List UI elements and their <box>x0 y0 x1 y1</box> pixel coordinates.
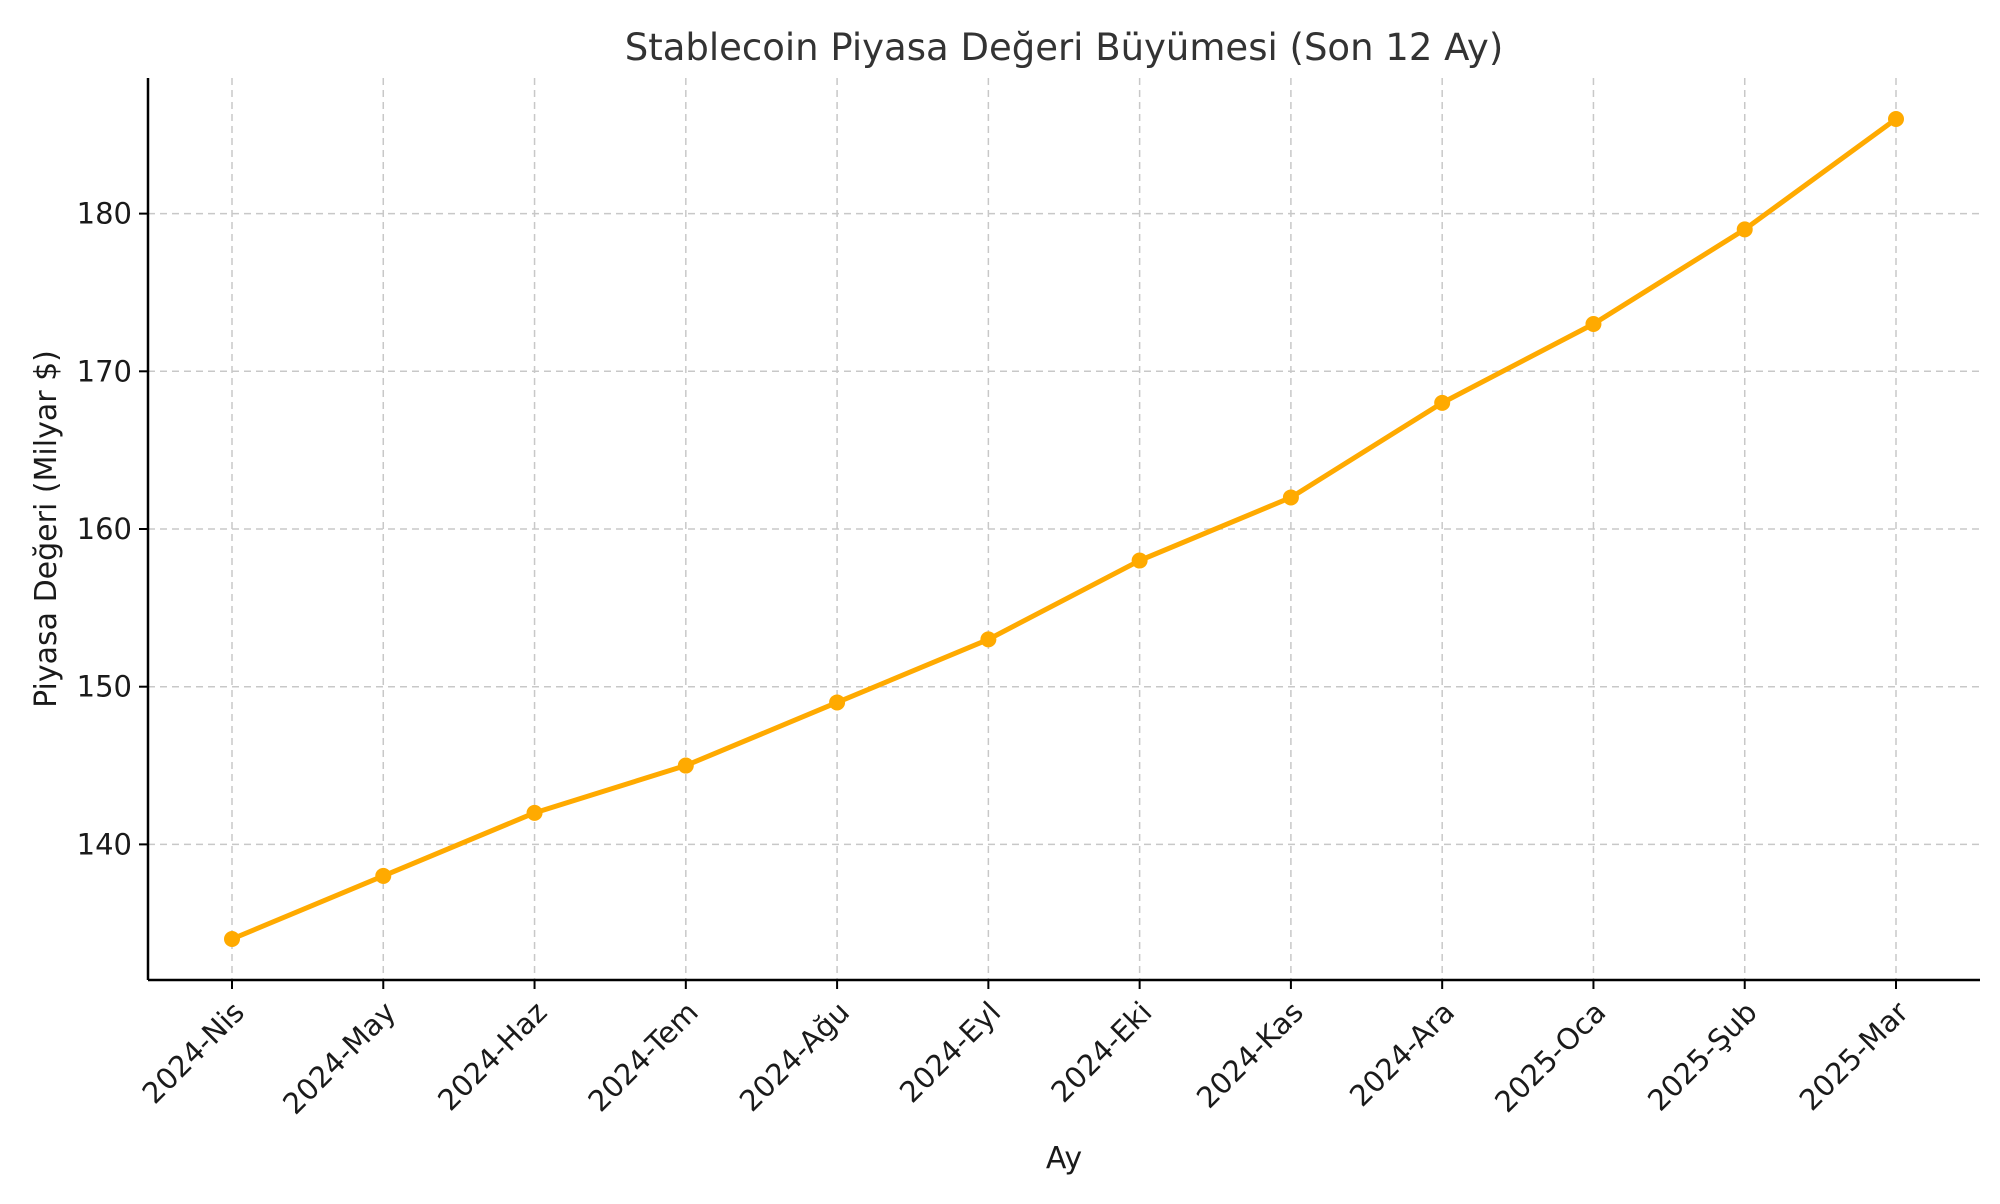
data-point <box>1131 552 1148 569</box>
x-tick-label: 2024-Tem <box>581 995 704 1118</box>
x-tick-label: 2024-Kas <box>1190 995 1310 1115</box>
data-point <box>1888 111 1904 127</box>
x-tick-label: 2025-Mar <box>1793 995 1915 1117</box>
data-point <box>375 867 392 884</box>
x-tick-label: 2024-Ara <box>1343 995 1461 1113</box>
grid <box>148 78 1980 980</box>
data-point <box>1434 394 1451 411</box>
data-point <box>1585 316 1602 332</box>
x-axis-label: Ay <box>1046 1141 1082 1176</box>
series-line <box>229 116 1899 942</box>
y-axis-label: Piyasa Değeri (Milyar $) <box>29 350 64 708</box>
data-point <box>980 631 997 648</box>
y-ticks: 140 150 160 170 180 <box>77 197 148 861</box>
x-tick-label: 2025-Oca <box>1488 995 1612 1119</box>
x-ticks: 2024-Nis 2024-May 2024-Haz 2024-Tem 2024-Ağu… <box>136 980 1915 1121</box>
data-point <box>829 694 846 711</box>
x-tick-label: 2024-Eki <box>1044 995 1158 1109</box>
y-tick-label: 150 <box>77 670 132 704</box>
x-tick-label: 2024-Eyl <box>893 995 1007 1109</box>
x-tick-label: 2024-Haz <box>431 995 553 1117</box>
data-point <box>526 804 543 821</box>
series <box>224 111 1904 947</box>
data-point <box>1736 221 1753 238</box>
y-tick-label: 160 <box>77 512 132 546</box>
data-point <box>1282 489 1299 506</box>
chart-title: Stablecoin Piyasa Değeri Büyümesi (Son 1… <box>625 26 1504 69</box>
data-point <box>677 757 694 774</box>
x-tick-label: 2024-Nis <box>136 995 251 1110</box>
y-tick-label: 140 <box>77 827 132 861</box>
y-tick-label: 170 <box>77 354 132 388</box>
x-tick-label: 2024-May <box>276 995 402 1121</box>
y-tick-label: 180 <box>77 197 132 231</box>
x-tick-label: 2024-Ağu <box>733 995 856 1118</box>
x-tick-label: 2025-Şub <box>1641 995 1764 1118</box>
data-point <box>224 931 240 947</box>
